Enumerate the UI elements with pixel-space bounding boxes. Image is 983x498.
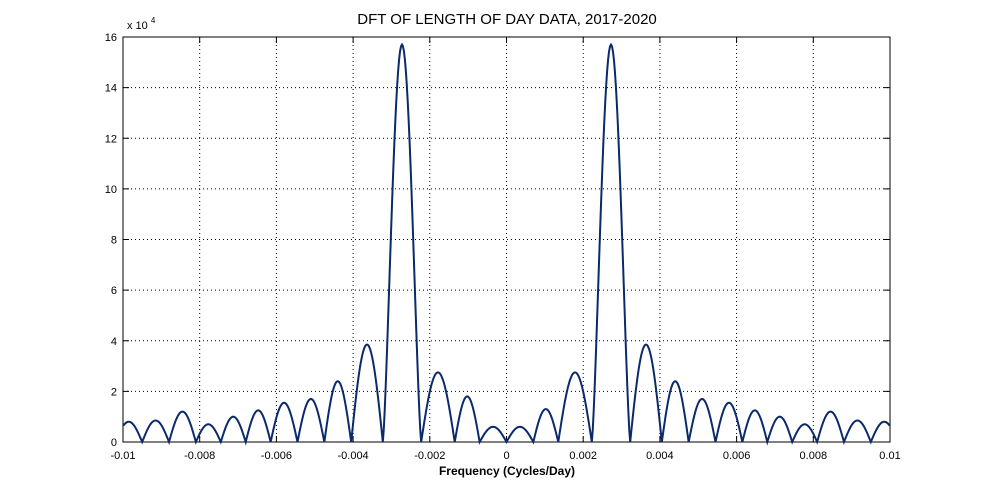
x-tick-label: -0.008 <box>184 450 215 462</box>
y-tick-label: 4 <box>111 336 117 348</box>
x-tick-label: 0.004 <box>646 450 674 462</box>
chart-title: DFT OF LENGTH OF DAY DATA, 2017-2020 <box>357 11 657 28</box>
x-tick-label: -0.01 <box>110 450 135 462</box>
y-tick-label: 0 <box>111 437 117 449</box>
x-tick-label: 0.006 <box>723 450 751 462</box>
y-tick-label: 2 <box>111 386 117 398</box>
x-tick-labels: -0.01 -0.008 -0.006 -0.004 -0.002 0 0.002 0.004… <box>110 450 900 462</box>
y-multiplier-base: x 10 <box>127 20 148 32</box>
y-tick-labels: 0 2 4 6 8 10 12 14 16 <box>105 32 117 449</box>
x-tick-label: 0.01 <box>879 450 900 462</box>
y-multiplier-exponent: 4 <box>151 16 156 25</box>
x-tick-label: 0 <box>503 450 509 462</box>
axis-ticks <box>122 36 891 443</box>
grid-lines <box>123 37 890 442</box>
y-tick-label: 10 <box>105 184 117 196</box>
x-tick-label: 0.008 <box>800 450 828 462</box>
y-tick-label: 16 <box>105 32 117 44</box>
x-tick-label: 0.002 <box>569 450 597 462</box>
x-axis-label: Frequency (Cycles/Day) <box>439 464 575 478</box>
x-tick-label: -0.002 <box>414 450 445 462</box>
y-tick-label: 6 <box>111 285 117 297</box>
x-tick-label: -0.004 <box>337 450 368 462</box>
x-tick-label: -0.006 <box>261 450 292 462</box>
series-line <box>122 42 891 446</box>
y-tick-label: 8 <box>111 235 117 247</box>
y-multiplier-label: x 10 4 <box>127 16 156 32</box>
y-tick-label: 14 <box>105 83 117 95</box>
y-tick-label: 12 <box>105 133 117 145</box>
